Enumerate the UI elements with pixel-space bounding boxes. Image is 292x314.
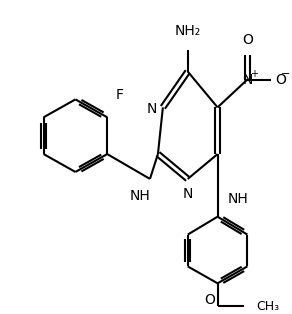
Text: NH: NH: [130, 189, 150, 203]
Text: −: −: [281, 68, 290, 78]
Text: N: N: [147, 102, 157, 116]
Text: CH₃: CH₃: [256, 300, 279, 313]
Text: +: +: [250, 68, 258, 78]
Text: NH: NH: [227, 192, 248, 206]
Text: O: O: [242, 33, 253, 47]
Text: F: F: [115, 89, 123, 102]
Text: NH₂: NH₂: [175, 24, 201, 38]
Text: O: O: [275, 73, 286, 87]
Text: N: N: [182, 187, 193, 201]
Text: O: O: [205, 293, 215, 307]
Text: N: N: [242, 73, 253, 87]
